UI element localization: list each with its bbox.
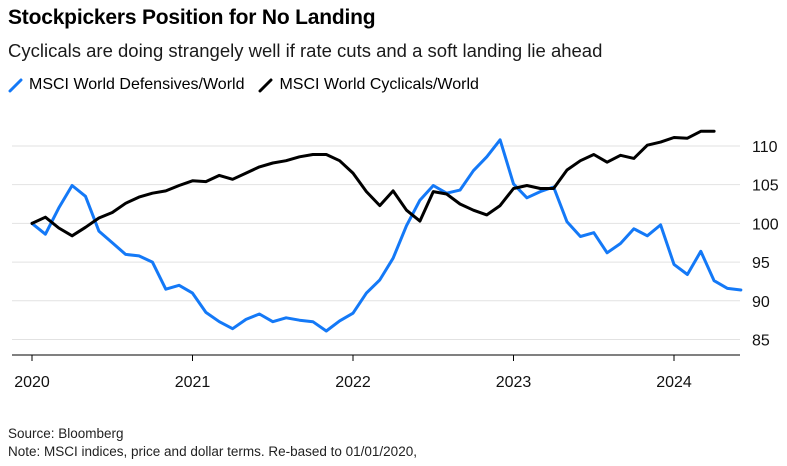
- note-text: Note: MSCI indices, price and dollar ter…: [8, 444, 417, 459]
- x-tick-label: 2021: [175, 374, 211, 391]
- legend-item-defensives: MSCI World Defensives/World: [8, 76, 244, 94]
- series-line-cyclicals: [30, 129, 716, 238]
- chart-subtitle: Cyclicals are doing strangely well if ra…: [8, 40, 603, 61]
- y-tick-label: 105: [752, 178, 779, 195]
- legend-label-cyclicals: MSCI World Cyclicals/World: [279, 76, 479, 93]
- source-text: Source: Bloomberg: [8, 426, 124, 441]
- x-tick-label: 2024: [656, 374, 692, 391]
- y-tick-label: 90: [752, 294, 770, 311]
- y-tick-label: 95: [752, 255, 770, 272]
- y-tick-label: 100: [752, 216, 779, 233]
- chart-title: Stockpickers Position for No Landing: [8, 6, 376, 29]
- y-tick-label: 85: [752, 333, 770, 350]
- x-tick-label: 2022: [335, 374, 371, 391]
- y-tick-label: 110: [752, 139, 778, 156]
- legend-item-cyclicals: MSCI World Cyclicals/World: [258, 76, 479, 94]
- legend-swatch-defensives: [8, 78, 23, 92]
- series-line-defensives: [30, 138, 743, 333]
- legend-swatch-cyclicals: [258, 78, 273, 92]
- x-tick-label: 2020: [14, 374, 50, 391]
- x-tick-label: 2023: [496, 374, 532, 391]
- legend-label-defensives: MSCI World Defensives/World: [29, 76, 245, 93]
- chart-legend: MSCI World Defensives/World MSCI World C…: [8, 76, 493, 94]
